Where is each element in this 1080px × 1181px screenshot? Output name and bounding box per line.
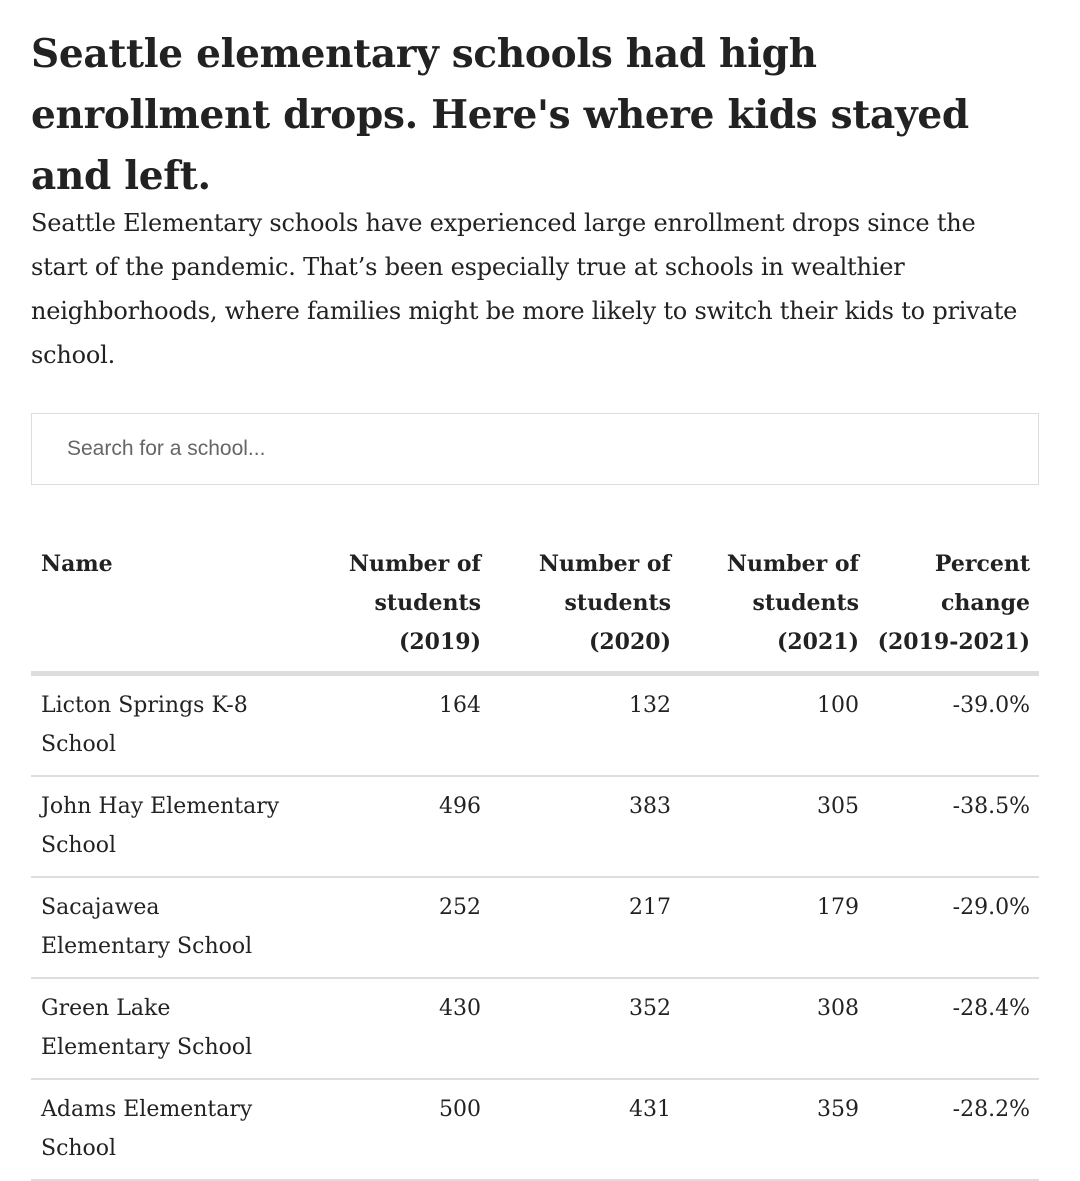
students-2019-cell: 500 <box>307 1079 481 1181</box>
table-row: Sacajawea Elementary School 252 217 179 -29.… <box>31 877 1039 979</box>
percent-change-cell: -28.2% <box>859 1079 1039 1181</box>
table-row: John Hay Elementary School 496 383 305 -38.5… <box>31 776 1039 878</box>
students-2020-header[interactable]: Number of students (2020) <box>481 540 671 676</box>
students-2020-cell: 431 <box>481 1079 671 1181</box>
students-2020-cell: 383 <box>481 776 671 878</box>
search-box[interactable] <box>31 413 1039 485</box>
school-name-cell: Sacajawea Elementary School <box>31 877 307 979</box>
students-2019-header[interactable]: Number of students (2019) <box>307 540 481 676</box>
column-header-text: students <box>564 590 671 616</box>
percent-change-cell: -28.4% <box>859 978 1039 1080</box>
school-name-cell: Licton Springs K-8 School <box>31 673 307 777</box>
students-2019-cell: 164 <box>307 673 481 777</box>
students-2019-cell: 430 <box>307 978 481 1080</box>
percent-change-cell: -39.0% <box>859 673 1039 777</box>
page-title: Seattle elementary schools had high enro… <box>31 31 969 199</box>
table-body: Licton Springs K-8 School 164 132 100 -39.0%… <box>31 673 1039 1181</box>
column-header-text: change <box>940 590 1030 616</box>
column-header-text: Number of <box>538 551 671 577</box>
column-header-text: Number of <box>348 551 481 577</box>
students-2020-cell: 217 <box>481 877 671 979</box>
name-header[interactable]: Name <box>31 540 307 676</box>
school-name-cell: Green Lake Elementary School <box>31 978 307 1080</box>
students-2019-cell: 252 <box>307 877 481 979</box>
column-header-text: (2020) <box>588 629 671 655</box>
school-name-cell: Adams Elementary School <box>31 1079 307 1181</box>
school-name-cell: John Hay Elementary School <box>31 776 307 878</box>
students-2020-cell: 132 <box>481 673 671 777</box>
column-header-text: Name <box>41 551 113 577</box>
students-2020-cell: 352 <box>481 978 671 1080</box>
percent-change-cell: -38.5% <box>859 776 1039 878</box>
column-header-text: (2019) <box>398 629 481 655</box>
table-row: Green Lake Elementary School 430 352 308 -28… <box>31 978 1039 1080</box>
students-2021-cell: 100 <box>671 673 859 777</box>
column-header-text: (2021) <box>776 629 859 655</box>
column-header-text: students <box>374 590 481 616</box>
page-subtitle: Seattle Elementary schools have experien… <box>31 209 1018 369</box>
column-header-text: (2019-2021) <box>877 629 1030 655</box>
students-2021-header[interactable]: Number of students (2021) <box>671 540 859 676</box>
data-table: Name Number of students (2019) Number of stud… <box>31 540 1039 1181</box>
students-2021-cell: 179 <box>671 877 859 979</box>
column-header-text: Number of <box>726 551 859 577</box>
table-row: Adams Elementary School 500 431 359 -28.2% <box>31 1079 1039 1181</box>
table-header-row: Name Number of students (2019) Number of stud… <box>31 540 1039 676</box>
graphic-container: Seattle elementary schools had high enro… <box>31 24 1039 1181</box>
students-2021-cell: 359 <box>671 1079 859 1181</box>
students-2019-cell: 496 <box>307 776 481 878</box>
table-row: Licton Springs K-8 School 164 132 100 -39.0% <box>31 673 1039 777</box>
percent-change-header[interactable]: Percent change (2019-2021) <box>859 540 1039 676</box>
percent-change-cell: -29.0% <box>859 877 1039 979</box>
column-header-text: students <box>752 590 859 616</box>
column-header-text: Percent <box>934 551 1030 577</box>
students-2021-cell: 308 <box>671 978 859 1080</box>
students-2021-cell: 305 <box>671 776 859 878</box>
search-input[interactable] <box>65 436 1038 462</box>
